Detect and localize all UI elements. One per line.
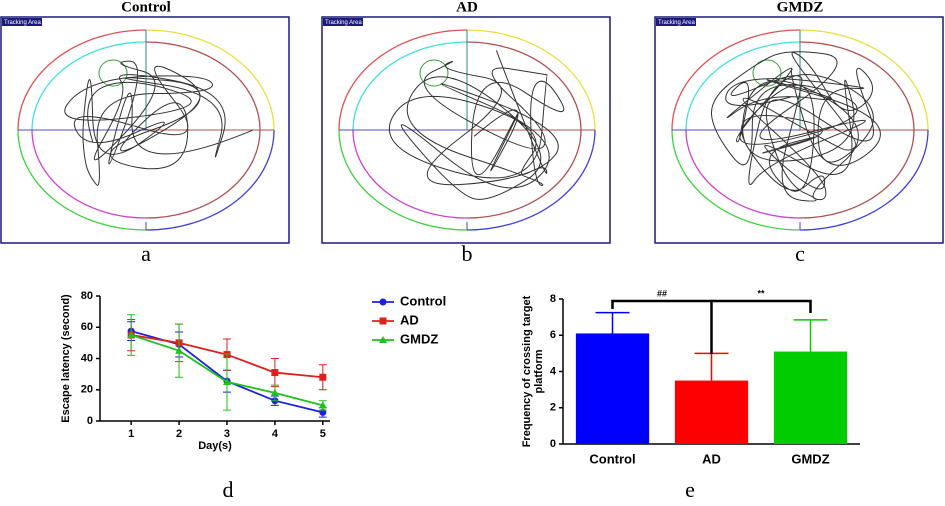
x-tick-label: 5 (320, 428, 326, 440)
tracking-panel: GMDZ Tracking Area c (654, 0, 944, 266)
zone-arc (338, 29, 468, 131)
y-tick-label: 4 (550, 365, 557, 377)
x-tick-label: AD (702, 451, 721, 466)
x-axis-label: Day(s) (198, 440, 232, 452)
zone-arc (17, 129, 147, 231)
x-tick-label: Control (589, 451, 635, 466)
swim-path (711, 51, 881, 202)
legend-marker (379, 336, 387, 343)
marker (271, 369, 279, 377)
y-tick-label: 80 (81, 290, 93, 302)
zone-arc (466, 29, 596, 131)
legend-marker (379, 317, 387, 325)
error-bar (595, 311, 630, 334)
zone-arc (145, 41, 261, 131)
y-tick-label: 40 (81, 352, 93, 364)
zone-arc (145, 129, 275, 231)
zone-arc (466, 129, 582, 219)
x-tick-label: GMDZ (791, 451, 829, 466)
zone-arc (17, 29, 147, 131)
zone-arc (671, 29, 801, 131)
bar (674, 380, 749, 444)
x-tick-label: 2 (176, 428, 182, 440)
panel-label: d (223, 477, 234, 502)
tracking-tag: Tracking Area (325, 20, 362, 26)
panel-label: a (141, 241, 151, 266)
legend-label: AD (400, 312, 419, 327)
zone-arc (352, 129, 468, 219)
y-tick-label: 0 (550, 438, 556, 450)
tag-bg (323, 18, 363, 26)
y-axis-label: Escape latency (second) (60, 294, 72, 423)
panel-label: b (462, 241, 473, 266)
marker (318, 401, 327, 409)
zone-arc (145, 29, 275, 131)
y-tick-label: 2 (550, 402, 556, 414)
zone-arc (145, 129, 261, 219)
tracking-panel: AD Tracking Area b (321, 0, 611, 266)
zone-arc (31, 41, 147, 131)
significance-label: ** (757, 288, 765, 298)
y-tick-label: 20 (81, 384, 93, 396)
marker (175, 346, 184, 354)
panel-title: GMDZ (777, 0, 824, 15)
zone-arc (799, 129, 915, 219)
swim-path (64, 60, 254, 186)
tracking-tag: Tracking Area (658, 20, 695, 26)
zone-arc (671, 129, 801, 231)
y-tick-label: 8 (550, 293, 556, 305)
y-tick-label: 6 (550, 329, 556, 341)
zone-arc (799, 41, 915, 131)
bar (575, 333, 650, 444)
error-bar (793, 319, 828, 352)
legend-marker (379, 298, 387, 306)
x-tick-label: 3 (224, 428, 230, 440)
y-tick-label: 0 (87, 415, 93, 427)
tracking-frame (654, 16, 944, 244)
zone-arc (352, 41, 468, 131)
significance-bracket (611, 299, 713, 354)
tag-bg (656, 18, 696, 26)
target-platform (419, 59, 449, 87)
marker (319, 408, 327, 416)
significance-bracket (711, 299, 812, 313)
y-axis-label: Frequency of crossing target (521, 295, 533, 447)
tracking-frame (321, 16, 611, 244)
zone-arc (338, 129, 468, 231)
marker (319, 373, 327, 381)
y-tick-label: 60 (81, 321, 93, 333)
marker (127, 331, 136, 339)
target-platform (752, 59, 782, 87)
target-platform (98, 59, 128, 87)
swim-path (388, 50, 565, 200)
x-tick-label: 4 (272, 428, 279, 440)
zone-arc (31, 129, 147, 219)
legend-label: Control (400, 293, 446, 308)
zone-arc (466, 41, 582, 131)
x-tick-label: 1 (128, 428, 134, 440)
error-bar (694, 352, 729, 381)
zone-arc (685, 129, 801, 219)
marker (222, 377, 231, 385)
panel-title: Control (121, 0, 171, 15)
zone-arc (799, 29, 929, 131)
marker (270, 388, 279, 396)
y-axis-label: platform (533, 349, 545, 393)
zone-arc (466, 129, 596, 231)
tag-bg (2, 18, 42, 26)
legend-label: GMDZ (400, 331, 438, 346)
bar (773, 351, 848, 444)
panel-label: e (685, 477, 695, 502)
tracking-tag: Tracking Area (4, 20, 41, 26)
tracking-frame (0, 16, 290, 244)
panel-title: AD (456, 0, 478, 15)
zone-arc (799, 129, 929, 231)
panel-label: c (795, 241, 805, 266)
significance-label: ## (657, 288, 667, 298)
tracking-panel: Control Tracking Area a (0, 0, 290, 266)
zone-arc (685, 41, 801, 131)
